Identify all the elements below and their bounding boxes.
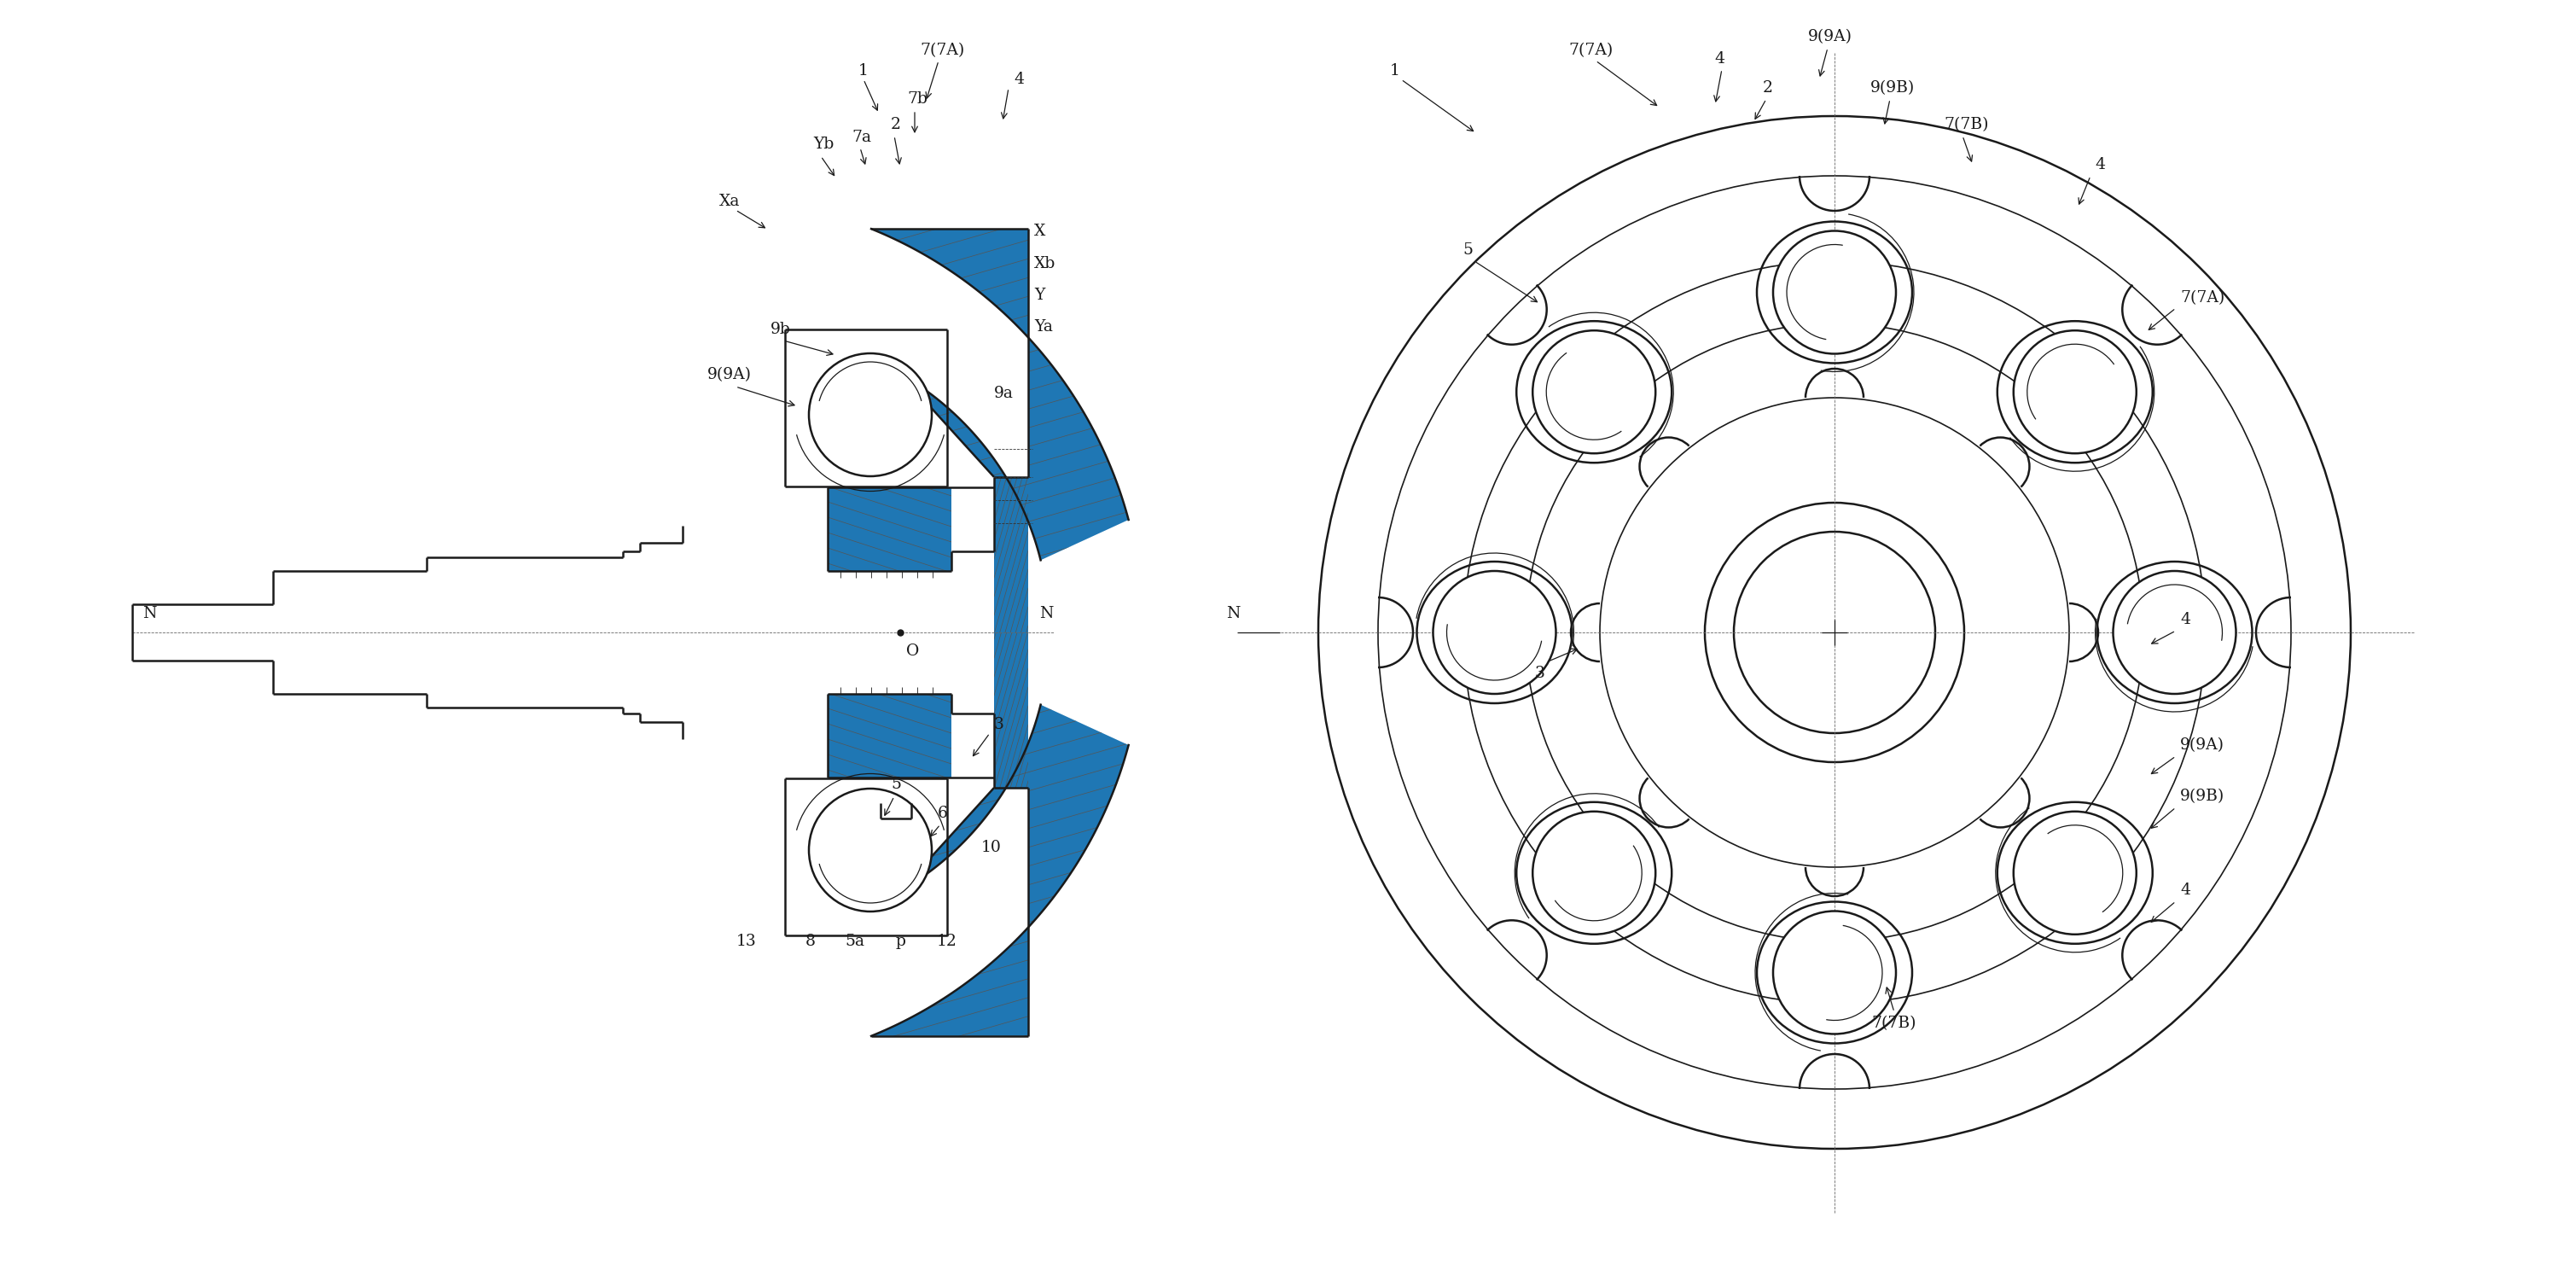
Text: 5: 5 <box>891 776 902 793</box>
Text: 2: 2 <box>891 118 902 133</box>
Text: Xa: Xa <box>719 193 739 209</box>
Text: 9a: 9a <box>994 386 1012 401</box>
Text: p: p <box>894 934 904 949</box>
Text: 12: 12 <box>938 934 958 949</box>
Circle shape <box>1533 330 1656 454</box>
Text: 3: 3 <box>1535 666 1546 681</box>
Circle shape <box>1772 911 1896 1034</box>
Polygon shape <box>827 694 951 777</box>
Text: 4: 4 <box>2179 882 2190 897</box>
Circle shape <box>809 354 933 477</box>
Text: 9(9A): 9(9A) <box>1808 29 1852 44</box>
Circle shape <box>2014 811 2136 934</box>
Circle shape <box>2112 571 2236 694</box>
Text: O: O <box>907 643 920 659</box>
Text: 4: 4 <box>2179 612 2190 627</box>
Circle shape <box>1772 231 1896 354</box>
Text: N: N <box>142 605 157 622</box>
Text: 9(9B): 9(9B) <box>1870 80 1914 96</box>
Circle shape <box>1432 571 1556 694</box>
Text: 9(9A): 9(9A) <box>2179 737 2226 753</box>
Text: Ya: Ya <box>1033 320 1054 335</box>
Text: 9(9B): 9(9B) <box>2179 789 2226 804</box>
Text: 5: 5 <box>1463 243 1473 258</box>
Circle shape <box>2014 330 2136 454</box>
Polygon shape <box>871 705 1128 1036</box>
Polygon shape <box>871 229 1128 560</box>
Polygon shape <box>827 488 951 571</box>
Text: N: N <box>1226 605 1239 622</box>
Text: Yb: Yb <box>814 137 835 152</box>
Text: 4: 4 <box>1015 72 1023 87</box>
Text: 6: 6 <box>938 805 948 822</box>
Polygon shape <box>994 632 1028 787</box>
Text: 4: 4 <box>2094 157 2105 172</box>
Text: 7(7B): 7(7B) <box>1873 1016 1917 1031</box>
Text: 10: 10 <box>981 839 1002 856</box>
Text: 4: 4 <box>1713 52 1723 67</box>
Text: 13: 13 <box>737 934 757 949</box>
Text: 7(7A): 7(7A) <box>2179 291 2226 306</box>
Text: 7b: 7b <box>907 91 927 106</box>
Text: 7(7A): 7(7A) <box>1569 43 1613 58</box>
Text: 7(7B): 7(7B) <box>1945 118 1989 133</box>
Circle shape <box>1533 811 1656 934</box>
Polygon shape <box>994 477 1028 632</box>
Text: 3: 3 <box>994 717 1005 732</box>
Polygon shape <box>827 477 994 488</box>
Text: 9(9A): 9(9A) <box>708 367 752 382</box>
Text: 9b: 9b <box>770 322 791 337</box>
Text: 7a: 7a <box>853 130 871 145</box>
Text: Xb: Xb <box>1033 257 1056 272</box>
Text: 7(7A): 7(7A) <box>920 43 966 58</box>
Text: 1: 1 <box>858 63 868 78</box>
Circle shape <box>809 789 933 911</box>
Text: X: X <box>1033 224 1046 239</box>
Text: 8: 8 <box>806 934 817 949</box>
Text: Y: Y <box>1033 288 1046 303</box>
Text: 5a: 5a <box>845 934 866 949</box>
Text: N: N <box>1038 605 1054 622</box>
Text: 2: 2 <box>1762 80 1772 96</box>
Text: 1: 1 <box>1391 63 1401 78</box>
